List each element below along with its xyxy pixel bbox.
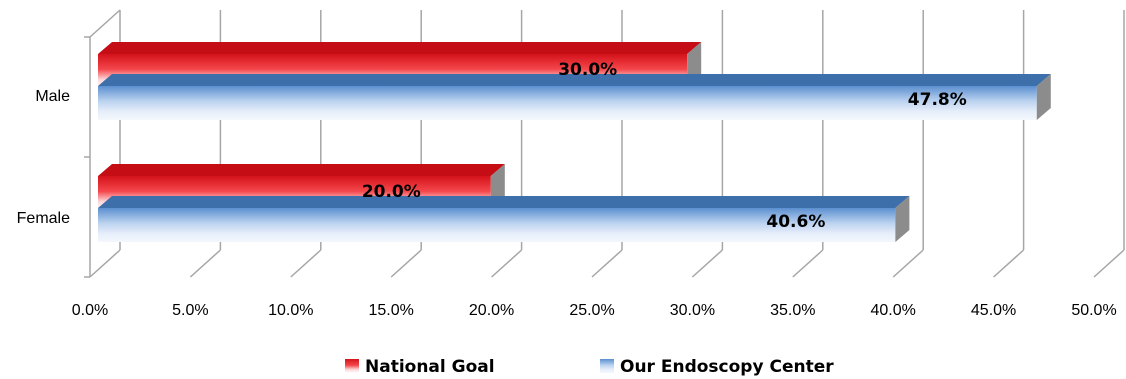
data-labels: 30.0% 47.8% 20.0% 40.6% <box>362 60 967 232</box>
x-tick-label: 5.0% <box>172 302 208 319</box>
x-tick-label: 50.0% <box>1071 302 1116 319</box>
floor-gridline <box>892 249 924 278</box>
bar-top-face <box>98 196 910 208</box>
data-label-national-goal-male: 30.0% <box>558 60 617 80</box>
floor-gridline <box>1093 249 1125 278</box>
legend: National Goal Our Endoscopy Center <box>345 357 834 377</box>
legend-swatch <box>345 359 359 373</box>
floor-gridline <box>189 249 221 278</box>
x-tick-label: 10.0% <box>268 302 313 319</box>
bar-front-face <box>98 86 1037 120</box>
data-label-national-goal-female: 20.0% <box>362 182 421 202</box>
y-axis-depth-line <box>89 9 121 38</box>
legend-swatch <box>600 359 614 373</box>
x-tick-label: 25.0% <box>569 302 614 319</box>
category-label-male: Male <box>35 88 70 105</box>
bar-top-face <box>98 164 505 176</box>
bar-our-endoscopy-center-female <box>98 196 910 242</box>
legend-item-our-endoscopy-center: Our Endoscopy Center <box>600 357 834 377</box>
x-tick-label: 0.0% <box>72 302 108 319</box>
floor-gridline <box>290 249 322 278</box>
floor-gridline <box>591 249 623 278</box>
legend-item-national-goal: National Goal <box>345 357 495 377</box>
bar-our-endoscopy-center-male <box>98 74 1051 120</box>
axes: 0.0% 5.0% 10.0% 15.0% 20.0% 25.0% 30.0% 35.0% 40… <box>17 9 1125 319</box>
bar-front-face <box>98 208 896 242</box>
x-tick-label: 40.0% <box>871 302 916 319</box>
bar-end-cap <box>1036 74 1051 120</box>
x-tick-label: 45.0% <box>971 302 1016 319</box>
data-label-our-endoscopy-center-female: 40.6% <box>766 212 825 232</box>
bars <box>98 42 1051 242</box>
x-tick-label: 15.0% <box>369 302 414 319</box>
bar-top-face <box>98 74 1051 86</box>
category-label-female: Female <box>17 210 70 227</box>
floor-gridline <box>792 249 824 278</box>
bar-end-cap <box>895 196 910 242</box>
floor-gridline <box>491 249 523 278</box>
legend-label: Our Endoscopy Center <box>620 357 834 377</box>
floor-gridline <box>390 249 422 278</box>
floor-gridline <box>993 249 1025 278</box>
floor-gridline <box>89 249 121 278</box>
x-tick-label: 35.0% <box>770 302 815 319</box>
x-tick-label: 30.0% <box>670 302 715 319</box>
x-tick-label: 20.0% <box>469 302 514 319</box>
floor-gridline <box>691 249 723 278</box>
legend-label: National Goal <box>365 357 495 377</box>
bar-top-face <box>98 42 702 54</box>
data-label-our-endoscopy-center-male: 47.8% <box>908 90 967 110</box>
